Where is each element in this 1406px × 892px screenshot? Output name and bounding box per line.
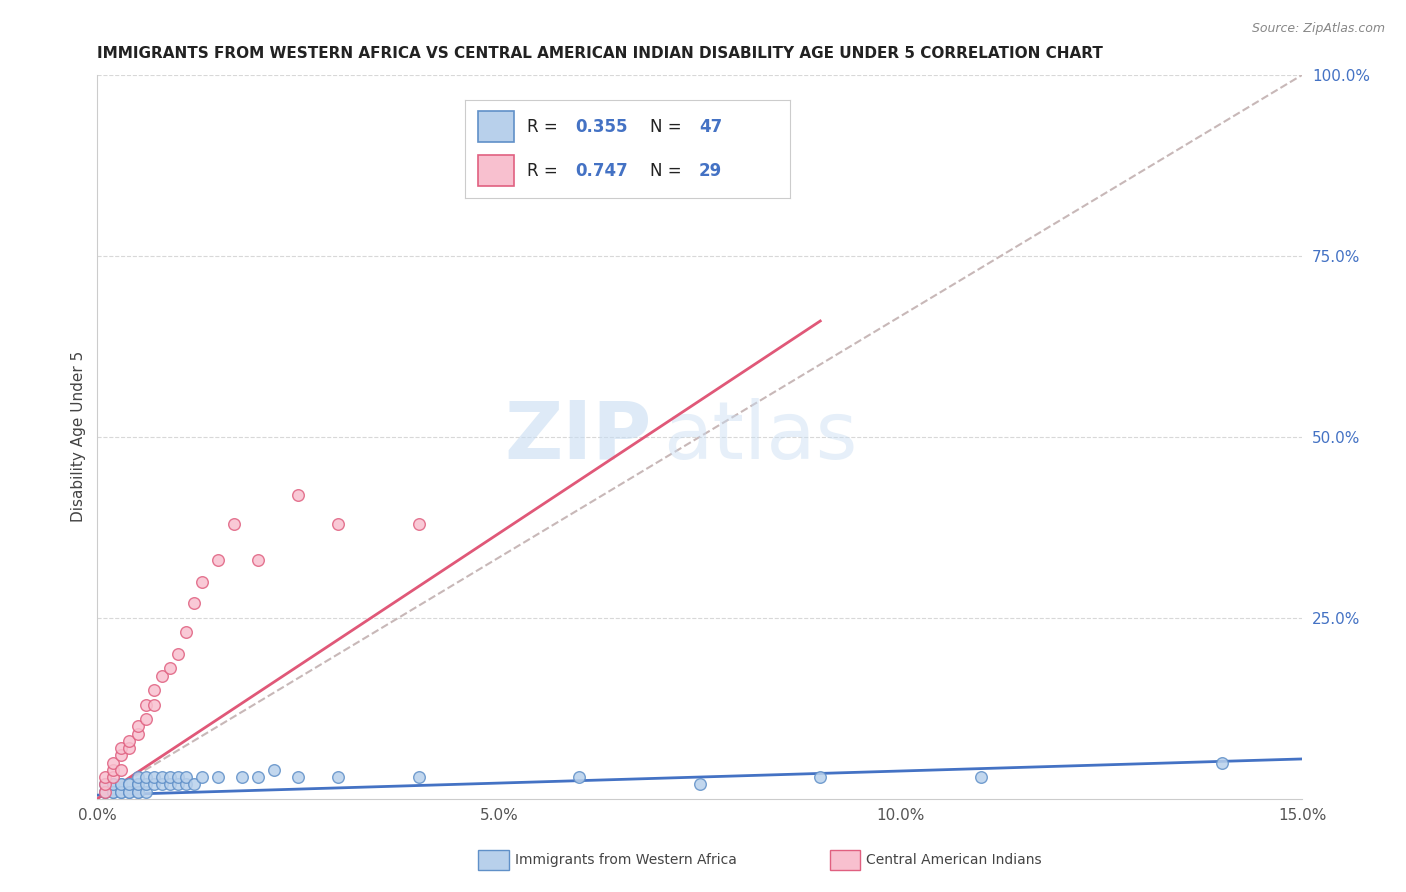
Point	[166, 647, 188, 661]
Point	[94, 784, 117, 798]
Point	[135, 698, 157, 712]
Point	[135, 784, 157, 798]
Point	[166, 770, 188, 784]
Point	[118, 734, 141, 748]
Point	[103, 756, 125, 770]
Point	[183, 596, 205, 610]
Point	[118, 784, 141, 798]
Text: IMMIGRANTS FROM WESTERN AFRICA VS CENTRAL AMERICAN INDIAN DISABILITY AGE UNDER 5: IMMIGRANTS FROM WESTERN AFRICA VS CENTRA…	[97, 46, 1104, 62]
Point	[135, 770, 157, 784]
Point	[808, 770, 831, 784]
Point	[568, 770, 591, 784]
Point	[970, 770, 993, 784]
Point	[183, 777, 205, 791]
Point	[408, 516, 430, 531]
Point	[127, 784, 149, 798]
Point	[110, 784, 132, 798]
Point	[142, 777, 165, 791]
Point	[103, 763, 125, 777]
Point	[103, 770, 125, 784]
Point	[142, 770, 165, 784]
Point	[408, 770, 430, 784]
Point	[94, 784, 117, 798]
Point	[103, 784, 125, 798]
Point	[191, 574, 214, 589]
Point	[110, 741, 132, 756]
Point	[94, 777, 117, 791]
Point	[328, 770, 350, 784]
Text: Source: ZipAtlas.com: Source: ZipAtlas.com	[1251, 22, 1385, 36]
Point	[159, 661, 181, 675]
Point	[103, 784, 125, 798]
Point	[287, 770, 309, 784]
Point	[166, 777, 188, 791]
Point	[127, 770, 149, 784]
Point	[103, 777, 125, 791]
Point	[207, 553, 229, 567]
Point	[103, 777, 125, 791]
Point	[150, 770, 173, 784]
Text: ZIP: ZIP	[505, 398, 651, 475]
Point	[150, 777, 173, 791]
Point	[142, 698, 165, 712]
Point	[110, 784, 132, 798]
Point	[94, 770, 117, 784]
Point	[127, 784, 149, 798]
Point	[127, 777, 149, 791]
Text: atlas: atlas	[664, 398, 858, 475]
Point	[142, 683, 165, 698]
Point	[159, 770, 181, 784]
Text: Central American Indians: Central American Indians	[866, 853, 1042, 867]
Point	[110, 777, 132, 791]
Point	[110, 763, 132, 777]
Point	[263, 763, 285, 777]
Point	[127, 777, 149, 791]
Point	[231, 770, 253, 784]
Point	[94, 784, 117, 798]
Point	[328, 516, 350, 531]
Point	[246, 770, 269, 784]
Point	[118, 741, 141, 756]
Point	[246, 553, 269, 567]
Point	[94, 777, 117, 791]
Point	[287, 488, 309, 502]
Point	[127, 726, 149, 740]
Point	[110, 748, 132, 763]
Point	[118, 777, 141, 791]
Point	[110, 777, 132, 791]
Point	[150, 669, 173, 683]
Text: Immigrants from Western Africa: Immigrants from Western Africa	[515, 853, 737, 867]
Point	[174, 777, 197, 791]
Point	[118, 777, 141, 791]
Point	[207, 770, 229, 784]
Point	[127, 719, 149, 733]
Point	[118, 784, 141, 798]
Point	[135, 712, 157, 726]
Point	[174, 770, 197, 784]
Point	[191, 770, 214, 784]
Point	[174, 625, 197, 640]
Point	[159, 777, 181, 791]
Point	[222, 516, 245, 531]
Point	[1211, 756, 1233, 770]
Point	[689, 777, 711, 791]
Y-axis label: Disability Age Under 5: Disability Age Under 5	[72, 351, 86, 523]
Point	[135, 777, 157, 791]
